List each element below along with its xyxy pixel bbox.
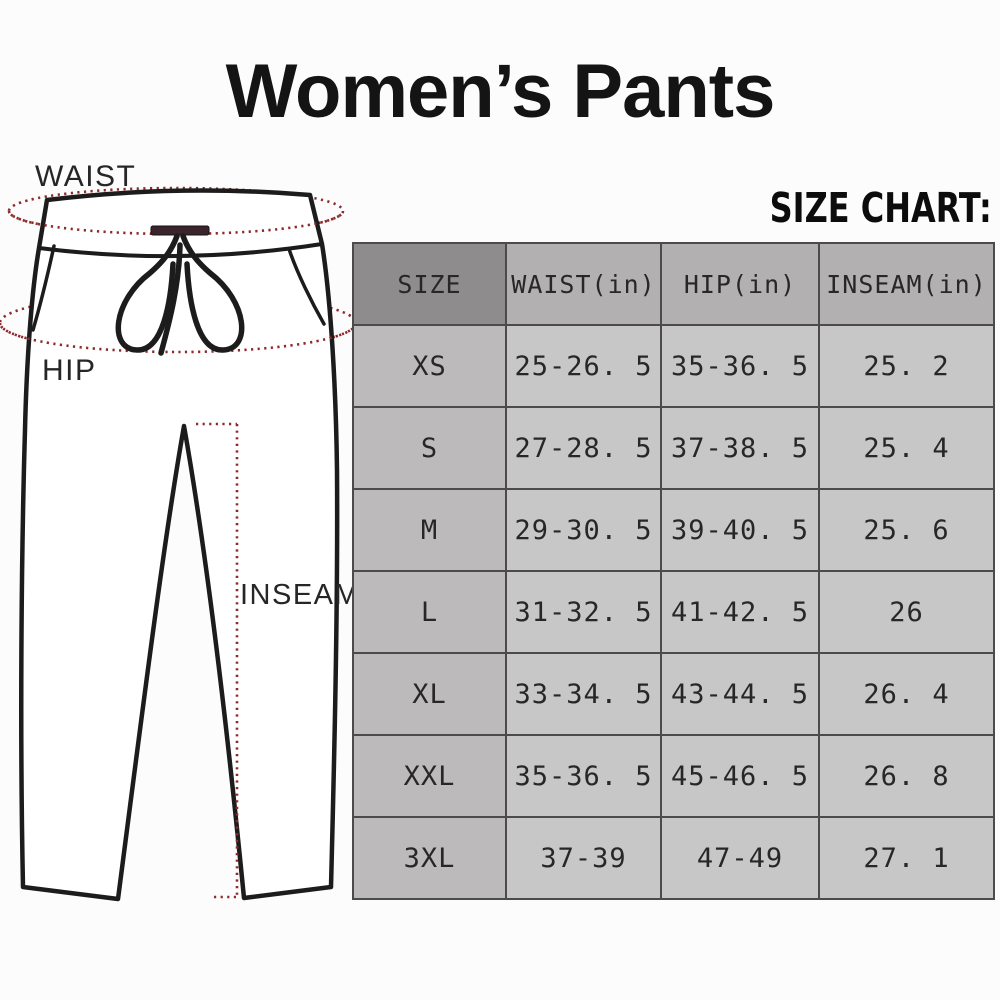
header-hip: HIP(in) <box>660 242 820 326</box>
cell-inseam: 26. 8 <box>818 734 995 818</box>
cell-hip: 45-46. 5 <box>660 734 820 818</box>
header-waist: WAIST(in) <box>505 242 662 326</box>
cell-size: 3XL <box>352 816 507 900</box>
size-chart-heading: SIZE CHART: <box>769 184 992 232</box>
cell-waist: 31-32. 5 <box>505 570 662 654</box>
drawstring-bow-left-loop <box>115 233 180 353</box>
cell-waist: 37-39 <box>505 816 662 900</box>
cell-size: XS <box>352 324 507 408</box>
right-pocket-seam <box>287 247 326 326</box>
cell-size: M <box>352 488 507 572</box>
cell-inseam: 25. 6 <box>818 488 995 572</box>
table-row-xl: XL 33-34. 5 43-44. 5 26. 4 <box>352 652 995 736</box>
cell-size: S <box>352 406 507 490</box>
cell-size: L <box>352 570 507 654</box>
table-row-xs: XS 25-26. 5 35-36. 5 25. 2 <box>352 324 995 408</box>
header-inseam: INSEAM(in) <box>818 242 995 326</box>
waist-measure-ellipse <box>7 186 345 236</box>
cell-waist: 27-28. 5 <box>505 406 662 490</box>
waist-label: WAIST <box>35 160 137 193</box>
cell-waist: 25-26. 5 <box>505 324 662 408</box>
cell-size: XXL <box>352 734 507 818</box>
cell-waist: 33-34. 5 <box>505 652 662 736</box>
cell-inseam: 25. 4 <box>818 406 995 490</box>
drawstring-bow-right-loop <box>180 233 245 353</box>
pants-outline <box>19 188 340 902</box>
table-row-3xl: 3XL 37-39 47-49 27. 1 <box>352 816 995 900</box>
page-title: Women’s Pants <box>225 49 776 134</box>
table-header-row: SIZE WAIST(in) HIP(in) INSEAM(in) <box>352 242 995 326</box>
cell-hip: 47-49 <box>660 816 820 900</box>
cell-inseam: 26. 4 <box>818 652 995 736</box>
cell-inseam: 27. 1 <box>818 816 995 900</box>
drawstring-channel <box>150 225 210 236</box>
hip-label: HIP <box>42 354 97 387</box>
cell-hip: 35-36. 5 <box>660 324 820 408</box>
cell-waist: 35-36. 5 <box>505 734 662 818</box>
inseam-label: INSEAM <box>240 579 361 611</box>
table-row-xxl: XXL 35-36. 5 45-46. 5 26. 8 <box>352 734 995 818</box>
header-size: SIZE <box>352 242 507 326</box>
cell-size: XL <box>352 652 507 736</box>
cell-hip: 37-38. 5 <box>660 406 820 490</box>
table-row-m: M 29-30. 5 39-40. 5 25. 6 <box>352 488 995 572</box>
inseam-measure-line <box>196 422 240 899</box>
cell-hip: 41-42. 5 <box>660 570 820 654</box>
cell-waist: 29-30. 5 <box>505 488 662 572</box>
size-chart-table: SIZE WAIST(in) HIP(in) INSEAM(in) XS 25-… <box>352 242 995 900</box>
drawstring-hanging-cord <box>158 242 183 356</box>
cell-inseam: 26 <box>818 570 995 654</box>
table-row-l: L 31-32. 5 41-42. 5 26 <box>352 570 995 654</box>
left-pocket-seam <box>31 244 56 332</box>
cell-inseam: 25. 2 <box>818 324 995 408</box>
cell-hip: 43-44. 5 <box>660 652 820 736</box>
table-row-s: S 27-28. 5 37-38. 5 25. 4 <box>352 406 995 490</box>
cell-hip: 39-40. 5 <box>660 488 820 572</box>
